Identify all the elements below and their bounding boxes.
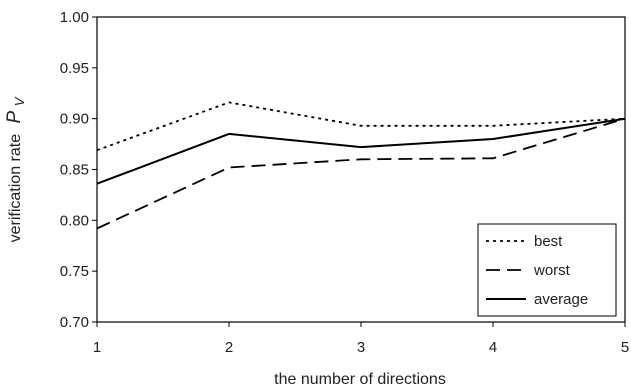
- series-line-best: [96, 101, 626, 152]
- x-tick-label: 4: [489, 339, 497, 356]
- legend-label-best: best: [534, 233, 563, 250]
- svg-text:verification rate P: verification rate P V: [4, 96, 27, 242]
- y-tick-label: 1.00: [60, 9, 89, 26]
- series-line-average: [96, 117, 626, 185]
- y-axis-symbol-subscript: V: [12, 96, 27, 106]
- x-tick-label: 2: [225, 339, 233, 356]
- y-tick-label: 0.95: [60, 60, 89, 77]
- legend-box: [477, 223, 617, 317]
- series-line-worst: [96, 117, 626, 230]
- x-axis: 1 2 3 4 5: [93, 322, 629, 356]
- y-axis-symbol: P: [4, 110, 25, 123]
- y-tick-label: 0.70: [60, 314, 89, 331]
- y-tick-label: 0.85: [60, 162, 89, 179]
- legend-label-worst: worst: [533, 262, 571, 279]
- legend-label-average: average: [534, 291, 588, 308]
- x-axis-title: the number of directions: [274, 371, 446, 388]
- y-tick-label: 0.75: [60, 263, 89, 280]
- y-axis: 0.70 0.75 0.80 0.85 0.90 0.95 1.00: [60, 9, 97, 331]
- legend: best worst average: [477, 223, 617, 317]
- x-tick-label: 5: [621, 339, 629, 356]
- y-axis-title-text: verification rate: [7, 134, 24, 243]
- x-tick-label: 1: [93, 339, 101, 356]
- y-tick-label: 0.90: [60, 111, 89, 128]
- series-lines: [96, 101, 626, 230]
- x-tick-label: 3: [357, 339, 365, 356]
- y-tick-label: 0.80: [60, 212, 89, 229]
- y-axis-title: verification rate P V: [4, 96, 27, 242]
